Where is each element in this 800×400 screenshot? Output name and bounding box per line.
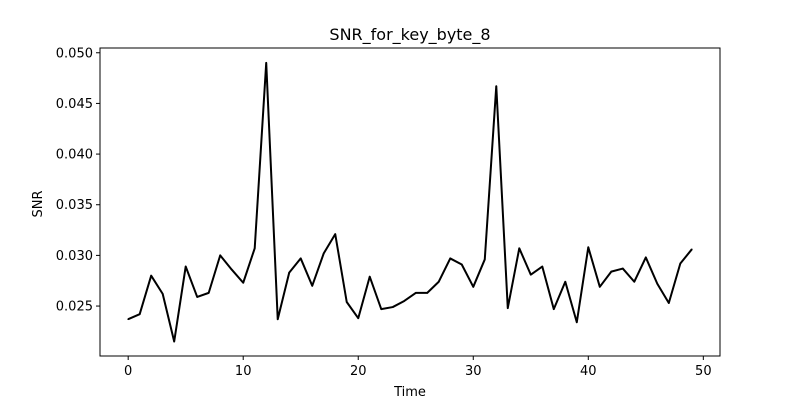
snr-data-point (334, 233, 337, 235)
snr-data-point (265, 62, 268, 64)
snr-data-point (587, 246, 590, 249)
snr-data-point (564, 280, 567, 283)
snr-data-point (668, 302, 670, 304)
y-tick-label: 0.045 (56, 97, 93, 112)
y-axis-title: SNR (31, 190, 46, 217)
snr-data-point (483, 258, 486, 261)
snr-data-point (449, 257, 452, 260)
x-tick-label: 50 (695, 364, 712, 379)
y-tick-label: 0.030 (56, 249, 93, 264)
snr-data-point (495, 85, 498, 87)
snr-data-point (472, 286, 475, 288)
snr-data-point (691, 248, 693, 251)
x-axis-ticks: 0 10 20 30 40 50 (124, 356, 712, 379)
snr-data-point (242, 281, 245, 284)
snr-data-point (403, 300, 406, 302)
y-tick-label: 0.035 (56, 198, 93, 213)
snr-data-point (599, 286, 601, 288)
y-tick-label: 0.040 (56, 148, 93, 163)
snr-data-point (426, 292, 429, 294)
snr-data-point (276, 318, 279, 321)
snr-data-point (196, 296, 198, 298)
snr-data-point (679, 262, 682, 265)
snr-data-point (541, 265, 544, 268)
snr-data-point (610, 270, 613, 273)
snr-data-point (219, 254, 221, 257)
snr-data-point (391, 306, 394, 308)
snr-data-point (173, 340, 175, 343)
snr-data-point (207, 292, 210, 294)
x-tick-label: 30 (465, 364, 482, 379)
snr-data-point (506, 307, 509, 309)
x-axis-title: Time (393, 385, 426, 400)
snr-data-point (299, 257, 302, 260)
snr-data-point (518, 247, 521, 250)
snr-data-point (368, 275, 371, 278)
snr-data-point (345, 301, 348, 303)
x-tick-label: 0 (124, 364, 132, 379)
snr-data-point (150, 274, 152, 277)
x-tick-label: 10 (235, 364, 252, 379)
snr-data-point (437, 280, 440, 283)
y-tick-label: 0.050 (56, 46, 93, 61)
plot-frame (99, 47, 721, 357)
snr-data-point (161, 293, 164, 295)
snr-data-point (529, 273, 532, 276)
snr-data-point (127, 318, 129, 321)
snr-data-point (230, 268, 233, 271)
snr-data-point (184, 265, 187, 268)
snr-data-point (322, 252, 325, 255)
plot-area (127, 61, 693, 343)
snr-data-point (357, 317, 360, 320)
chart-title: SNR_for_key_byte_8 (329, 25, 490, 45)
y-axis-ticks: 0.025 0.030 0.035 0.040 0.045 0.050 (56, 46, 100, 315)
snr-data-point (656, 282, 659, 285)
snr-data-point (414, 292, 417, 294)
snr-series-line (127, 61, 693, 343)
x-tick-label: 20 (350, 364, 367, 379)
x-tick-label: 40 (580, 364, 597, 379)
snr-data-point (288, 271, 291, 274)
snr-data-point (622, 267, 624, 270)
snr-data-point (552, 308, 555, 310)
y-tick-label: 0.025 (56, 300, 93, 315)
snr-data-point (645, 256, 647, 259)
snr-data-point (311, 284, 314, 287)
snr-data-point (460, 263, 463, 266)
snr-data-point (138, 313, 141, 315)
snr-data-point (253, 247, 256, 250)
snr-data-point (633, 280, 636, 283)
snr-data-point (380, 308, 383, 310)
snr-data-point (575, 321, 578, 324)
